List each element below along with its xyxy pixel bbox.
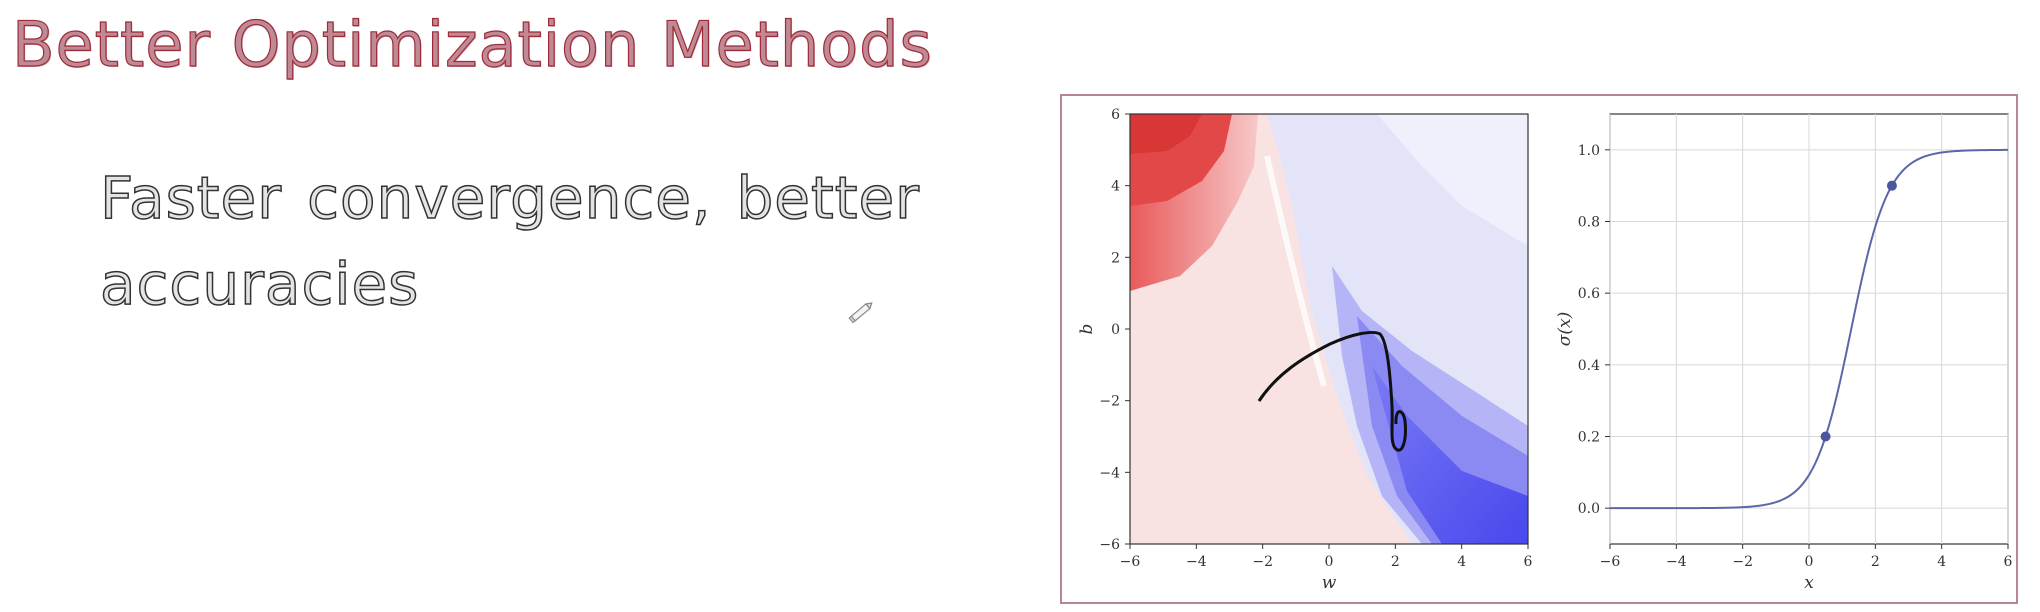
contour-plot: −6 −4 −2 0 2 4 6 6 4 2 0 −2 −4 −6 w b — [1077, 107, 1533, 593]
sigmoid-xtick-label: 0 — [1805, 554, 1814, 570]
sigmoid-ytick-label: 0.0 — [1578, 501, 1600, 517]
sigmoid-xtick-label: −2 — [1732, 554, 1753, 570]
contour-ylabel: b — [1077, 324, 1097, 335]
sigmoid-xtick-label: 2 — [1871, 554, 1880, 570]
sigmoid-data-point — [1886, 180, 1897, 191]
sigmoid-curve — [1610, 148, 2009, 510]
sigmoid-xtick-label: −4 — [1666, 554, 1687, 570]
sigmoid-ytick-label: 0.8 — [1578, 215, 1600, 231]
contour-xtick-label: 0 — [1325, 554, 1334, 570]
contour-xtick-label: 6 — [1524, 554, 1533, 570]
slide-title: Better Optimization Methods — [11, 7, 933, 81]
contour-line — [1264, 155, 1327, 387]
contour-xtick-label: 4 — [1457, 554, 1466, 570]
sigmoid-ylabel: σ(x) — [1555, 312, 1575, 346]
contour-ytick-label: 0 — [1111, 322, 1120, 338]
sigmoid-ytick-label: 0.2 — [1578, 430, 1600, 446]
sigmoid-xtick-label: 4 — [1937, 554, 1946, 570]
contour-xlabel: w — [1322, 573, 1337, 593]
contour-xtick-label: −6 — [1120, 554, 1141, 570]
contour-xtick-label: −4 — [1186, 554, 1207, 570]
sigmoid-plot: −6 −4 −2 0 2 4 6 1.0 0.8 0.6 0.4 0.2 0.0 x σ(x) — [1555, 113, 2013, 593]
bullet-text: Faster convergence, better accuracies — [99, 163, 920, 319]
contour-xtick-label: −2 — [1252, 554, 1273, 570]
contour-ytick-label: −4 — [1099, 465, 1120, 481]
optimization-trajectory — [1257, 330, 1407, 452]
sigmoid-xtick-label: 6 — [2004, 554, 2013, 570]
figure-frame: −6 −4 −2 0 2 4 6 6 4 2 0 −2 −4 −6 w b −6 −4 −2 0 2 4 6 1.0 0.… — [1060, 94, 2018, 604]
sigmoid-xlabel: x — [1804, 573, 1814, 593]
contour-ytick-label: 4 — [1111, 179, 1120, 195]
sigmoid-data-point — [1820, 431, 1831, 442]
sigmoid-ytick-label: 0.6 — [1578, 286, 1600, 302]
contour-ytick-label: −2 — [1099, 394, 1120, 410]
sigmoid-ytick-label: 0.4 — [1578, 358, 1600, 374]
sigmoid-ytick-label: 1.0 — [1578, 143, 1600, 159]
pencil-icon — [848, 302, 873, 324]
contour-xtick-label: 2 — [1391, 554, 1400, 570]
contour-ytick-label: 2 — [1111, 250, 1120, 266]
sigmoid-xtick-label: −6 — [1600, 554, 1621, 570]
contour-ytick-label: 6 — [1111, 107, 1120, 123]
contour-ytick-label: −6 — [1099, 537, 1120, 553]
